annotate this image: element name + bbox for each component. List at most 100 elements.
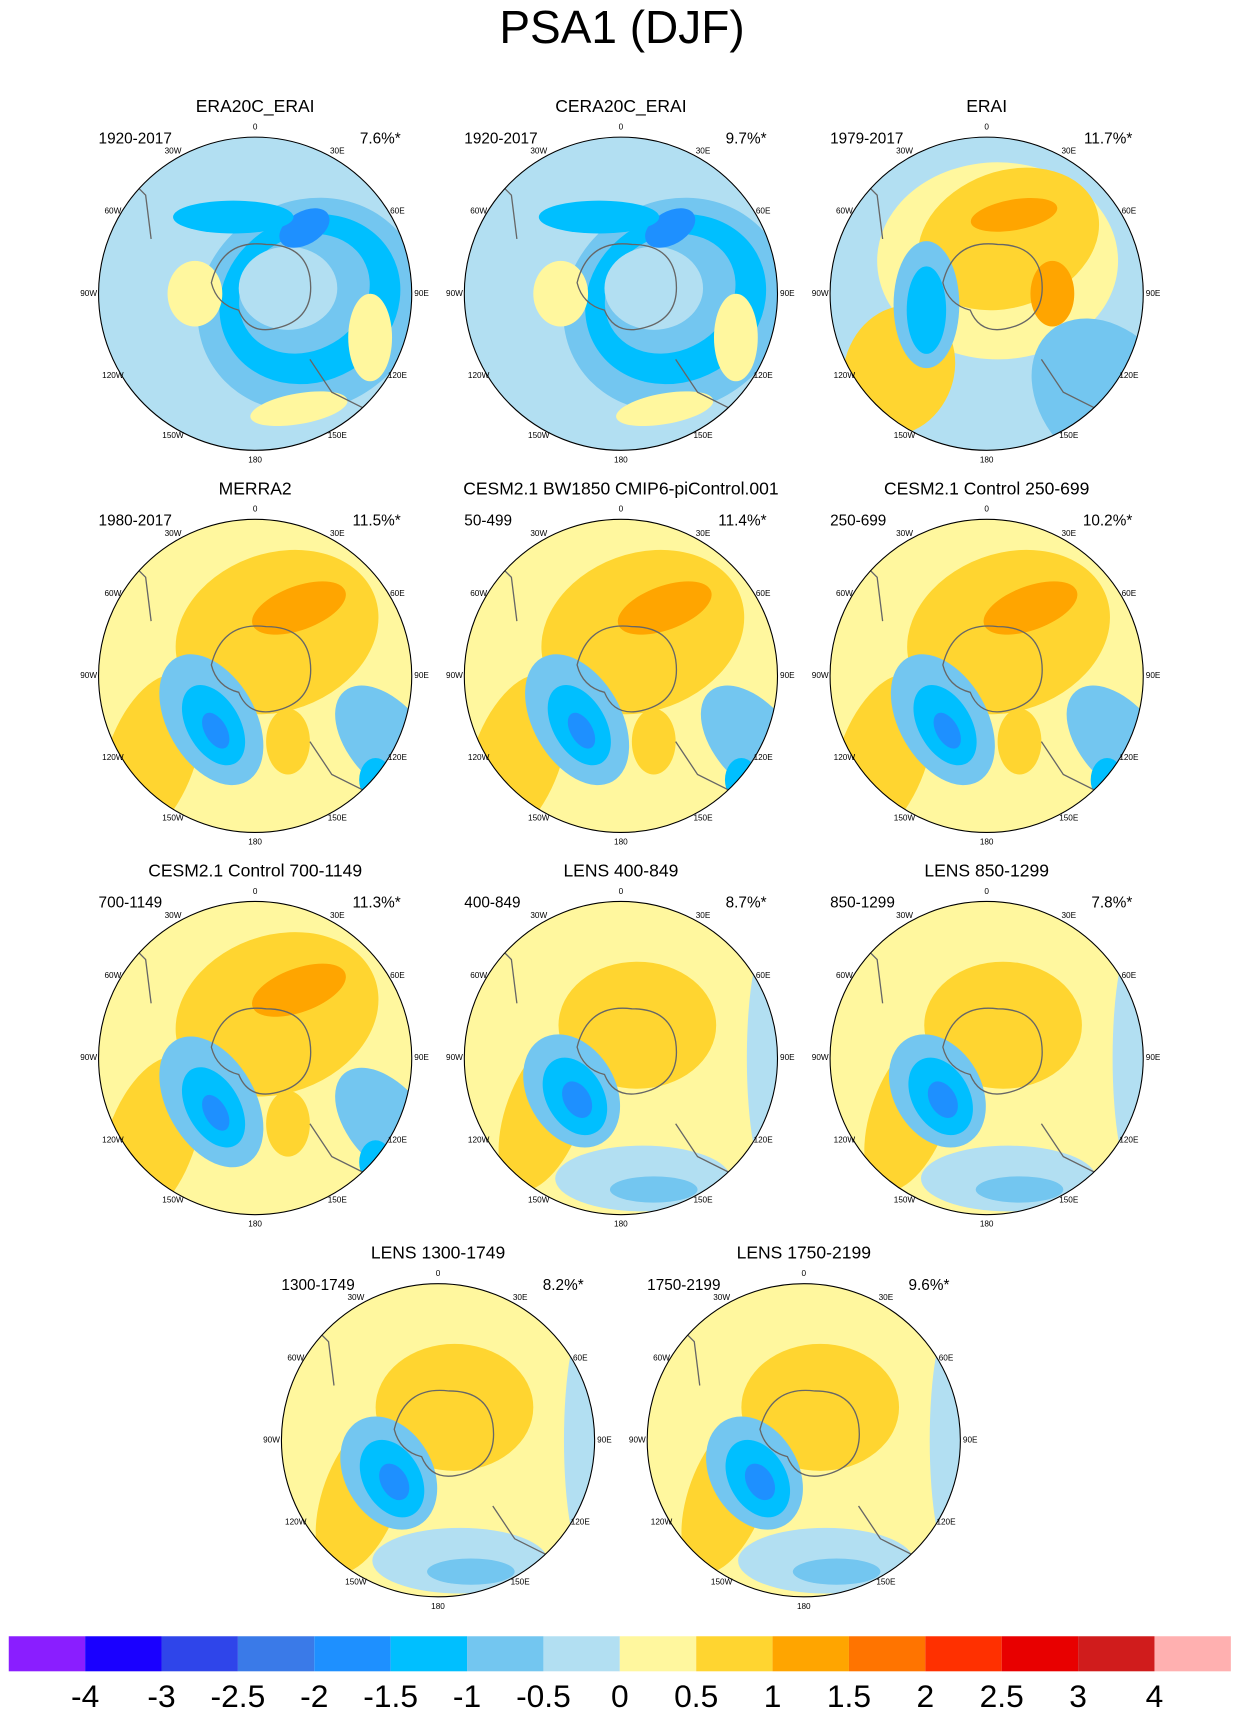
map-border bbox=[98, 900, 413, 1216]
longitude-label: 30W bbox=[530, 147, 547, 156]
panel-period: 50-499 bbox=[464, 513, 512, 530]
colorbar-label: -4 bbox=[71, 1678, 99, 1714]
contour-region bbox=[250, 391, 348, 427]
contour-region bbox=[700, 685, 778, 798]
panel-period: 850-1299 bbox=[830, 895, 895, 912]
longitude-label: 30E bbox=[330, 911, 345, 920]
colorbar-box bbox=[8, 1636, 86, 1672]
longitude-label: 120W bbox=[468, 371, 490, 380]
longitude-label: 120W bbox=[651, 1518, 673, 1527]
colorbar-box bbox=[772, 1636, 849, 1672]
panel-title: LENS 850-1299 bbox=[924, 861, 1049, 881]
colorbar-box bbox=[314, 1636, 391, 1672]
map-border bbox=[829, 136, 1144, 451]
map-panel: ERAI 1979-2017 11.7%* 0 30E 60E 90E 120E 150E 180… bbox=[812, 96, 1161, 464]
contour-region bbox=[1090, 758, 1124, 802]
longitude-label: 60E bbox=[1122, 971, 1137, 980]
longitude-label: 90E bbox=[1146, 1053, 1161, 1062]
figure-title: PSA1 (DJF) bbox=[499, 1, 744, 53]
contour-region bbox=[167, 260, 223, 327]
colorbar-label: -2 bbox=[300, 1678, 328, 1714]
panel-title: CERA20C_ERAI bbox=[555, 96, 686, 117]
panel-title: CESM2.1 Control 250-699 bbox=[884, 478, 1089, 498]
longitude-label: 120W bbox=[468, 1135, 490, 1144]
longitude-label: 90E bbox=[780, 1053, 795, 1062]
contour-region bbox=[359, 1140, 393, 1184]
longitude-label: 0 bbox=[984, 122, 989, 131]
colorbar-label: -0.5 bbox=[516, 1678, 571, 1714]
longitude-label: 0 bbox=[984, 505, 989, 514]
map-panel: CESM2.1 Control 700-1149 700-1149 11.3%* 0 3… bbox=[80, 861, 429, 1229]
map-fill bbox=[464, 901, 778, 1215]
longitude-label: 30E bbox=[513, 1293, 528, 1302]
contour-region bbox=[617, 581, 712, 635]
map-panel: CESM2.1 BW1850 CMIP6-piControl.001 50-499… bbox=[446, 478, 795, 846]
longitude-label: 150W bbox=[528, 813, 550, 822]
longitude-label: 30E bbox=[696, 147, 711, 156]
longitude-label: 30W bbox=[165, 529, 182, 538]
contour-region bbox=[202, 712, 230, 749]
longitude-label: 150W bbox=[345, 1578, 367, 1587]
longitude-label: 150E bbox=[328, 1195, 348, 1204]
colorbar-box bbox=[85, 1636, 162, 1672]
contour-region bbox=[266, 708, 310, 775]
longitude-label: 180 bbox=[431, 1602, 445, 1611]
longitude-label: 180 bbox=[248, 838, 262, 847]
longitude-label: 120W bbox=[468, 753, 490, 762]
longitude-label: 30W bbox=[530, 911, 547, 920]
map-panel: CERA20C_ERAI 1920-2017 9.7%* 0 30E 60E 90E 120E… bbox=[446, 96, 795, 464]
longitude-label: 120E bbox=[388, 1135, 408, 1144]
colorbar-label: -1.5 bbox=[363, 1678, 418, 1714]
map-border bbox=[463, 518, 779, 834]
panel-title: LENS 1750-2199 bbox=[737, 1243, 871, 1263]
longitude-label: 150W bbox=[528, 431, 550, 440]
longitude-label: 30W bbox=[530, 529, 547, 538]
contour-region bbox=[252, 963, 346, 1017]
longitude-label: 150E bbox=[693, 813, 713, 822]
colorbar-box bbox=[925, 1636, 1002, 1672]
contour-region bbox=[563, 1319, 595, 1561]
contour-region bbox=[348, 293, 393, 382]
contour-region bbox=[792, 1558, 881, 1585]
longitude-label: 180 bbox=[980, 1220, 994, 1229]
longitude-label: 120E bbox=[1119, 1135, 1139, 1144]
panel-variance: 11.7%* bbox=[1084, 130, 1132, 147]
contour-region bbox=[970, 197, 1058, 232]
longitude-label: 90E bbox=[1146, 289, 1161, 298]
longitude-label: 90E bbox=[963, 1435, 978, 1444]
longitude-label: 30E bbox=[696, 529, 711, 538]
map-border bbox=[646, 1283, 961, 1598]
colorbar-box bbox=[161, 1636, 238, 1672]
longitude-label: 30W bbox=[165, 911, 182, 920]
panel-variance: 10.2%* bbox=[1083, 513, 1132, 530]
contour-region bbox=[335, 685, 412, 798]
longitude-label: 90E bbox=[414, 289, 429, 298]
panel-period: 1980-2017 bbox=[99, 513, 172, 530]
longitude-label: 120W bbox=[834, 753, 856, 762]
contour-region bbox=[202, 1094, 230, 1131]
contour-region bbox=[533, 260, 589, 327]
longitude-label: 60W bbox=[104, 207, 121, 216]
longitude-label: 90E bbox=[780, 671, 795, 680]
longitude-label: 180 bbox=[980, 455, 994, 464]
colorbar-label: 4 bbox=[1146, 1678, 1164, 1714]
longitude-label: 180 bbox=[980, 838, 994, 847]
colorbar-box bbox=[1154, 1636, 1231, 1672]
contour-region bbox=[983, 581, 1078, 635]
longitude-label: 120W bbox=[285, 1518, 307, 1527]
panel-variance: 9.7%* bbox=[726, 130, 767, 147]
contour-region bbox=[266, 1090, 310, 1157]
contour-region bbox=[1112, 937, 1144, 1179]
longitude-label: 60E bbox=[756, 971, 771, 980]
contour-region bbox=[906, 266, 947, 354]
longitude-label: 90E bbox=[780, 289, 795, 298]
panel-period: 400-849 bbox=[464, 895, 520, 912]
panel-period: 1920-2017 bbox=[99, 130, 172, 147]
longitude-label: 30E bbox=[330, 147, 345, 156]
longitude-label: 30W bbox=[896, 147, 913, 156]
panel-variance: 9.6%* bbox=[909, 1277, 950, 1294]
longitude-label: 150E bbox=[693, 1195, 713, 1204]
map-fill bbox=[464, 519, 778, 833]
map-fill bbox=[98, 519, 412, 833]
